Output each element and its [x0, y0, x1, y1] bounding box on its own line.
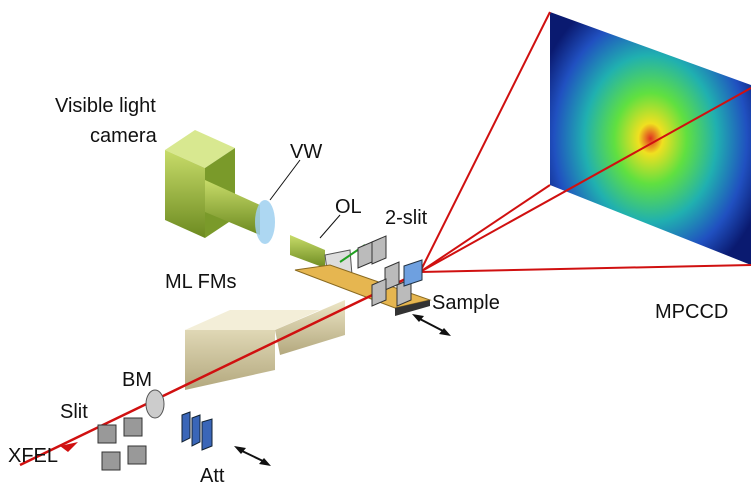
vw-lens	[255, 200, 275, 244]
label: BM	[122, 369, 152, 391]
label: ML FMs	[165, 271, 236, 293]
stage-edge	[395, 300, 430, 316]
pointer	[319, 214, 341, 239]
pointer	[269, 159, 301, 201]
beam	[19, 270, 421, 467]
two-slit	[357, 235, 412, 307]
label: MPCCD	[655, 301, 728, 323]
scatter-lines	[419, 11, 751, 273]
mirrors	[185, 300, 345, 390]
label: VW	[290, 141, 322, 163]
arrow-heads	[234, 314, 451, 466]
motion-arrows	[239, 317, 446, 463]
detector	[550, 12, 751, 265]
attenuator	[181, 411, 213, 451]
sample	[403, 259, 423, 287]
label: OL	[335, 196, 362, 218]
beam-monitor	[145, 389, 165, 419]
label: XFEL	[8, 445, 58, 467]
label: 2-slit	[385, 207, 428, 229]
slit	[97, 417, 147, 471]
label: Att	[200, 465, 225, 486]
label: Visible light	[55, 95, 156, 117]
label: Sample	[432, 292, 500, 314]
label: camera	[90, 125, 158, 147]
label: Slit	[60, 401, 88, 423]
beam-arrow	[60, 442, 78, 452]
